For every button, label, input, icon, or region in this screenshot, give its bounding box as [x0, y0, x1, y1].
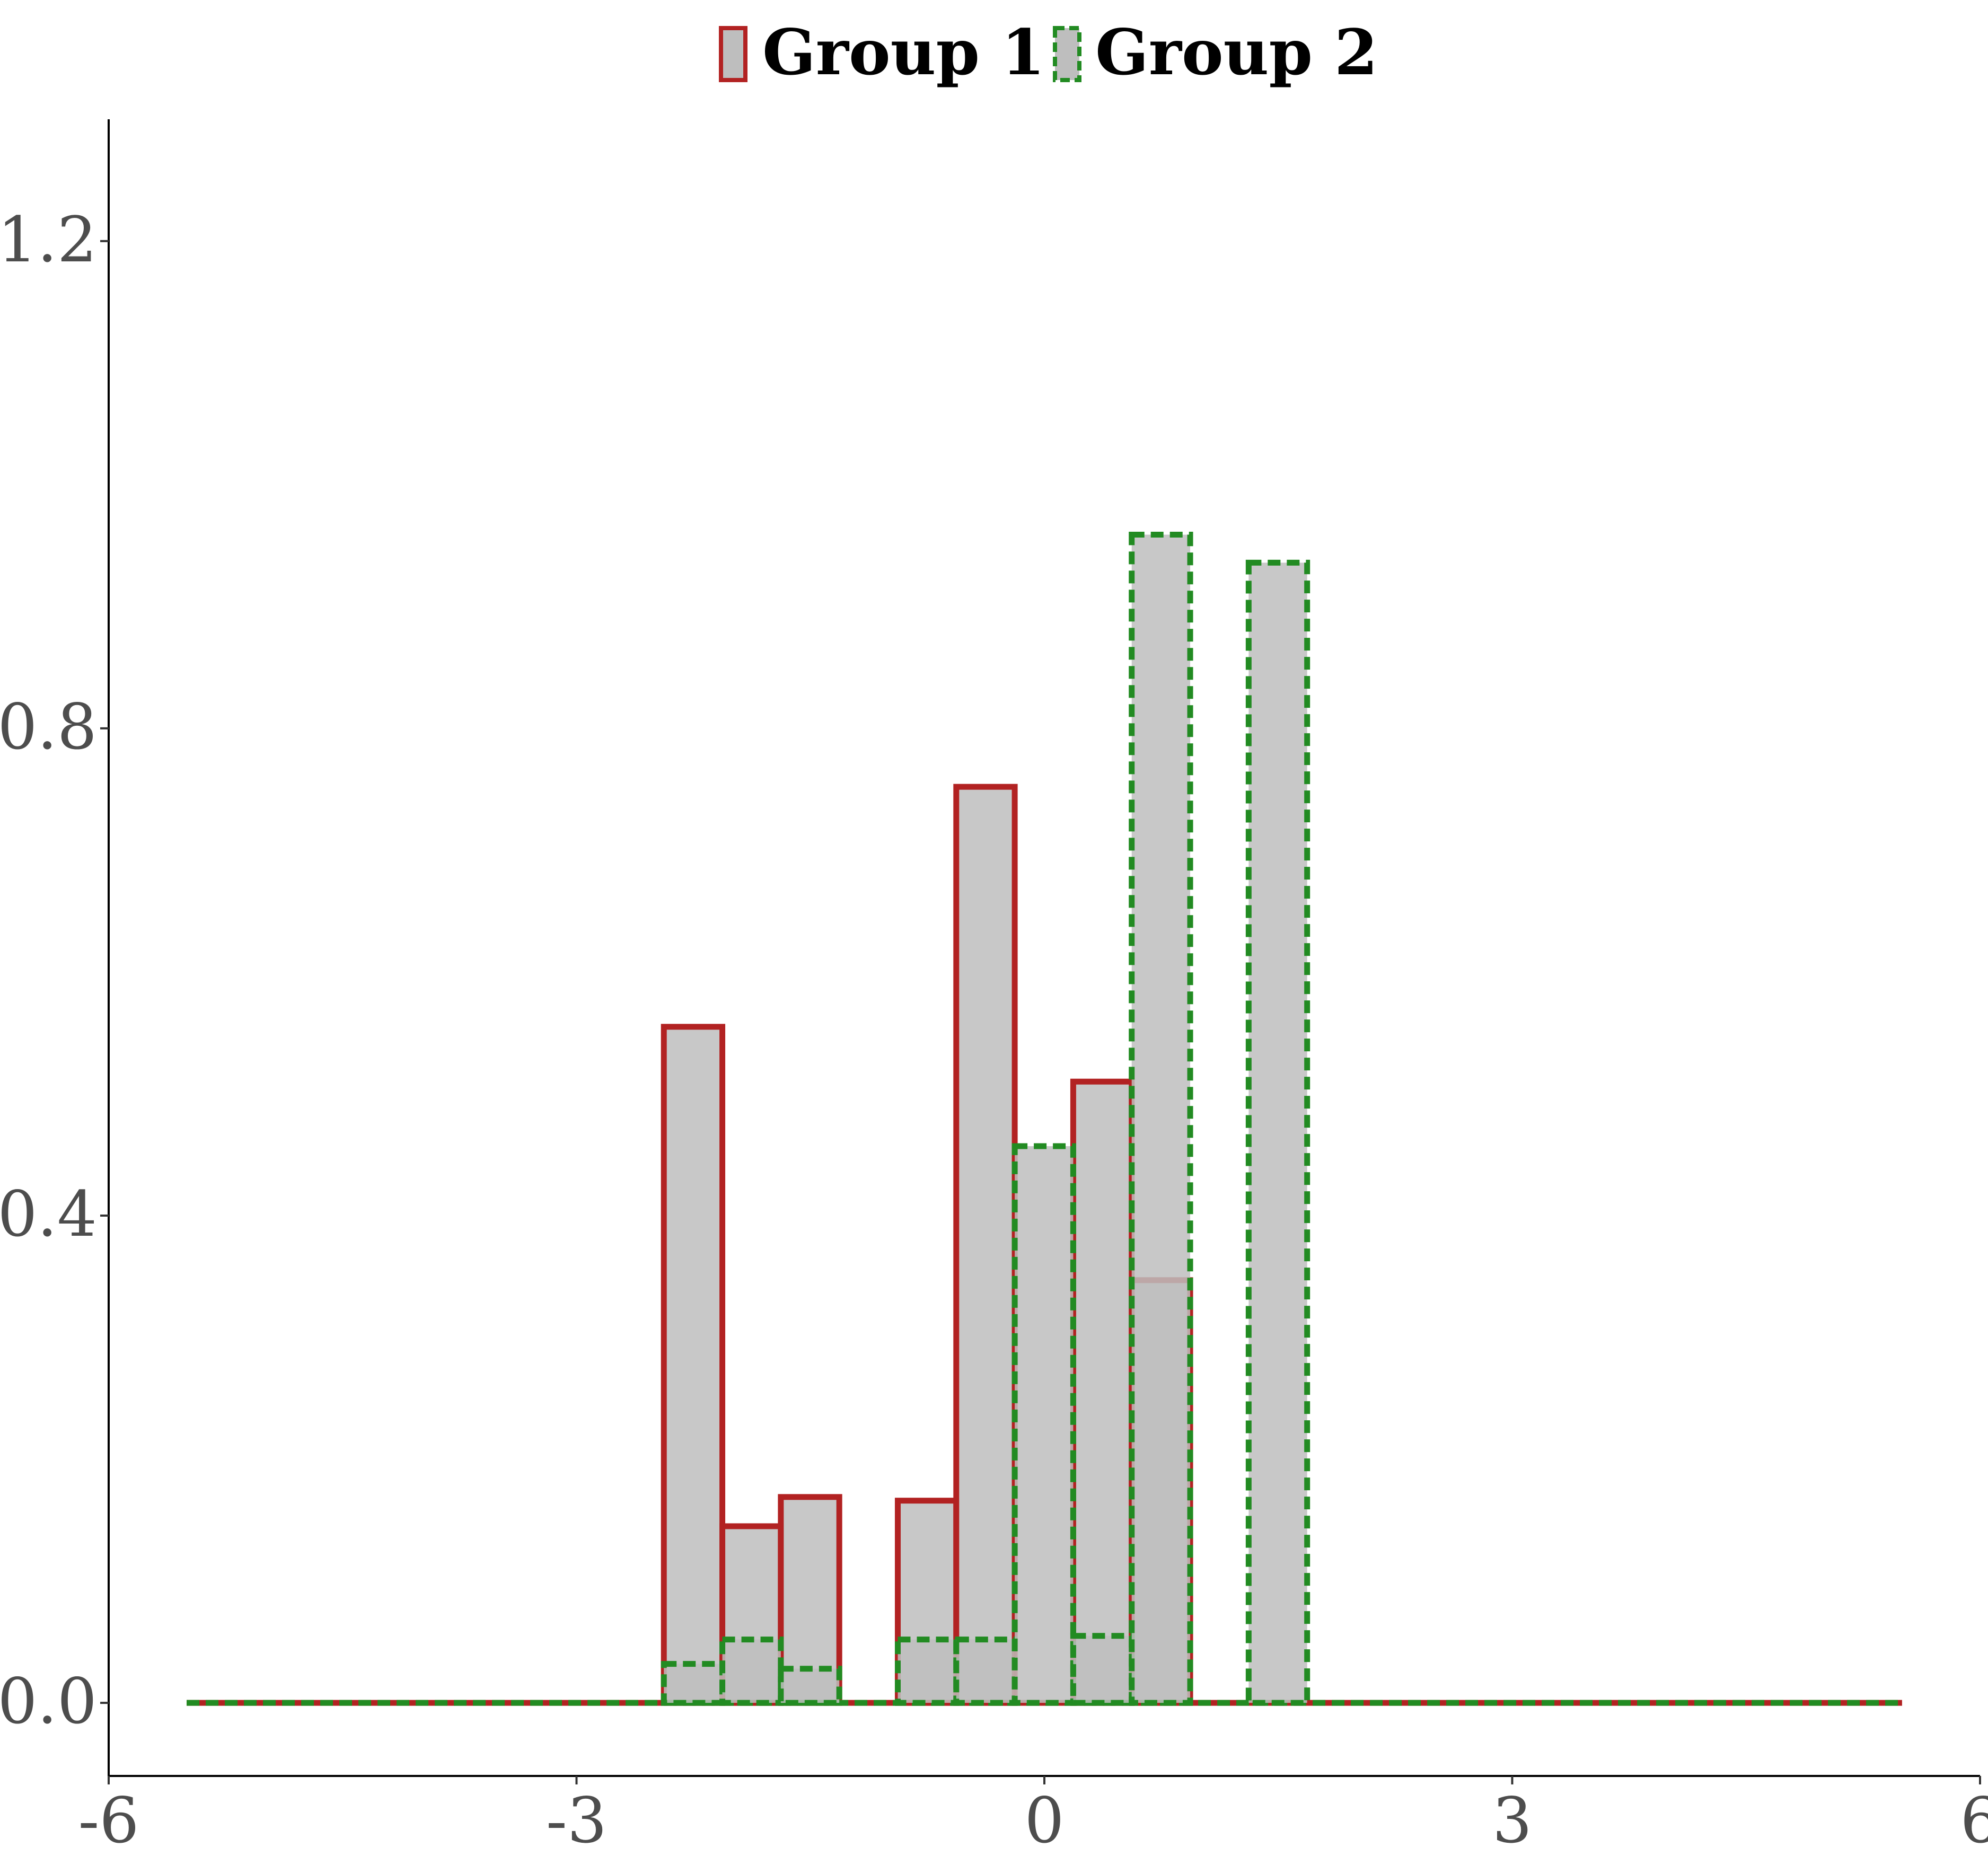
bar-group-1 — [1070, 1078, 1135, 1706]
bar-group-2 — [1070, 1633, 1135, 1706]
y-tick-label: 0.0 — [0, 1665, 97, 1738]
bar-group-2 — [719, 1637, 784, 1706]
bar-group-2 — [1129, 532, 1193, 1706]
y-tick-label: 0.4 — [0, 1177, 97, 1251]
legend-key-group-2 — [1053, 26, 1081, 82]
legend-key-group-1 — [719, 26, 747, 82]
bar-group-2 — [894, 1637, 960, 1706]
legend: Group 1 Group 2 — [719, 15, 1378, 89]
x-tick-label: 6 — [1960, 1784, 1988, 1856]
y-tick-label: 0.8 — [0, 690, 97, 763]
bar-group-2 — [661, 1661, 726, 1706]
x-tick-label: -6 — [78, 1784, 139, 1856]
bar-group-2 — [778, 1666, 842, 1706]
plot-panel: 0.0 0.4 0.8 1.2 -6 -3 0 3 6 — [0, 119, 1988, 1856]
bar-group-2 — [1245, 559, 1310, 1706]
bar-group-2 — [1011, 1143, 1076, 1706]
bar-group-1 — [953, 784, 1018, 1706]
bar-group-2 — [953, 1637, 1018, 1706]
y-axis-ticks: 0.0 0.4 0.8 1.2 — [0, 203, 109, 1738]
x-tick-label: 3 — [1492, 1784, 1532, 1856]
legend-label-group-2: Group 2 — [1095, 15, 1378, 89]
histogram-bars — [187, 532, 1902, 1706]
bar-group-1 — [661, 1024, 726, 1706]
x-axis-ticks: -6 -3 0 3 6 — [78, 1776, 1988, 1856]
x-tick-label: -3 — [546, 1784, 607, 1856]
x-tick-label: 0 — [1024, 1784, 1064, 1856]
legend-label-group-1: Group 1 — [762, 15, 1045, 89]
y-tick-label: 1.2 — [0, 203, 97, 276]
